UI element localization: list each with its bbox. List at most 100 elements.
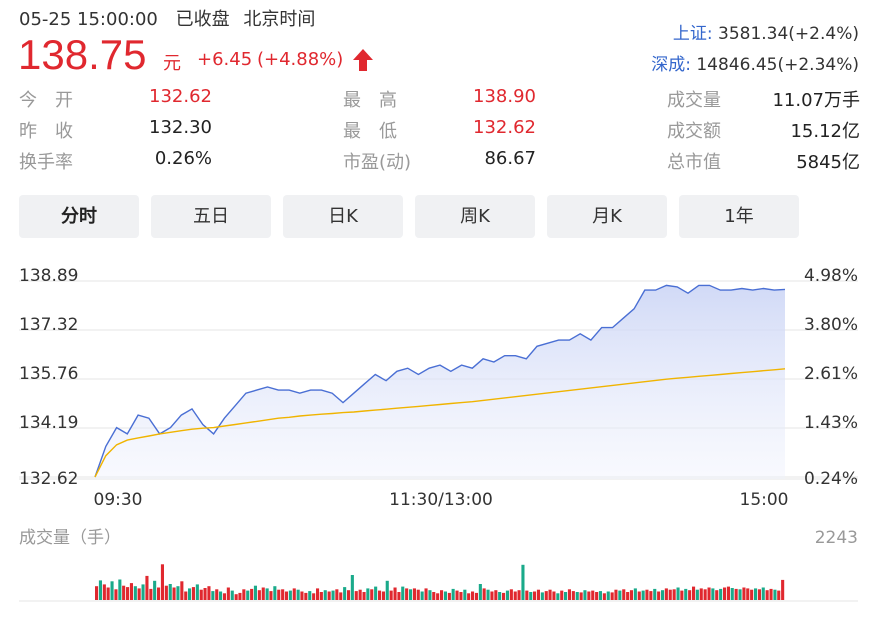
volume-bar [579,592,583,600]
volume-bar [416,589,420,600]
volume-bar [207,586,211,600]
volume-bar [730,588,734,600]
volume-bar [560,590,564,600]
datetime-text: 05-25 15:00:00 [19,9,158,30]
stat-value: 132.62 [149,86,212,107]
volume-max-label: 2243 [815,528,858,548]
volume-bar [482,588,486,600]
volume-bar [354,591,358,600]
tab-4[interactable]: 月K [547,195,667,238]
index-shanghai[interactable]: 上证: 3581.34(+2.4%) [673,19,859,44]
volume-bar [513,591,517,600]
volume-bar [339,592,343,600]
volume-bar [157,587,161,600]
volume-bar [451,588,455,600]
tab-2[interactable]: 日K [283,195,403,238]
volume-bar [657,591,661,600]
volume-bar [723,587,727,600]
volume-bar [474,592,478,600]
volume-bar [246,590,250,600]
volume-bar [234,594,238,600]
volume-bar [680,590,684,600]
volume-bar [250,588,254,600]
stat-label: 成交量 [667,90,721,111]
volume-bar [203,588,207,600]
volume-bar [742,587,746,600]
volume-bar [610,592,614,600]
volume-bar [443,591,447,600]
volume-bar [587,591,591,600]
volume-bar [692,586,696,600]
stat-label: 今 开 [19,90,73,111]
volume-bar [668,589,672,600]
stat-value: 138.90 [473,86,536,107]
volume-bar [211,591,215,600]
volume-bar [242,589,246,600]
tab-0[interactable]: 分时 [19,195,139,238]
volume-bar [102,584,106,600]
volume-bar [378,590,382,600]
stat-value: 132.62 [473,117,536,138]
stat-label: 市盈(动) [343,152,412,173]
volume-bar [253,585,257,600]
volume-bar [176,586,180,600]
volume-bar [188,588,192,600]
volume-bar [509,589,513,600]
volume-bar [129,583,133,600]
volume-bar [288,590,292,600]
volume-bar [602,593,606,600]
index-shenzhen[interactable]: 深成: 14846.45(+2.34%) [651,50,859,75]
volume-bar [296,589,300,600]
volume-bar [583,590,587,600]
volume-bar [765,590,769,600]
volume-bar [133,586,137,600]
volume-bar [676,587,680,600]
volume-bar [777,590,781,600]
volume-bar [750,589,754,600]
volume-bar [257,590,261,600]
volume-bar [409,589,413,600]
volume-bar [412,588,416,600]
volume-bar [571,591,575,600]
volume-bar [490,591,494,600]
tab-1[interactable]: 五日 [151,195,271,238]
volume-bar [261,587,265,600]
volume-bar [529,592,533,600]
volume-bar [440,590,444,600]
index-value: 3581.34(+2.4%) [718,24,859,44]
index-name: 深成: [651,55,691,75]
y-left-tick: 132.62 [19,469,78,489]
volume-bar [160,564,164,600]
volume-bar [595,592,599,600]
intraday-chart: 138.89 137.32 135.76 134.19 132.62 4.98% 3.80%… [19,266,858,602]
timezone-text: 北京时间 [243,9,316,30]
volume-bar [567,589,571,600]
volume-bar [726,586,730,600]
volume-bar [122,585,126,600]
volume-bar [575,592,579,600]
volume-bar [300,591,304,600]
y-left-tick: 134.19 [19,413,78,433]
volume-bar [118,579,122,600]
volume-bar [149,588,153,600]
tab-5[interactable]: 1年 [679,195,799,238]
volume-bar [505,590,509,600]
stat-label: 换手率 [19,152,73,173]
volume-bar [699,588,703,600]
volume-bar [343,587,347,600]
stat-label: 最 高 [343,90,397,111]
header-datetime: 05-25 15:00:00 已收盘 北京时间 [19,5,315,31]
volume-bar [350,575,354,600]
volume-bar [591,590,595,600]
y-left-tick: 135.76 [19,364,78,384]
volume-bar [626,592,630,600]
volume-bar [164,585,168,600]
volume-bar [153,580,157,600]
volume-bar [219,591,223,600]
volume-bar [335,589,339,600]
tab-3[interactable]: 周K [415,195,535,238]
volume-bar [719,588,723,600]
volume-bar [703,589,707,600]
stat-label: 成交额 [667,121,721,142]
volume-bar [172,587,176,600]
